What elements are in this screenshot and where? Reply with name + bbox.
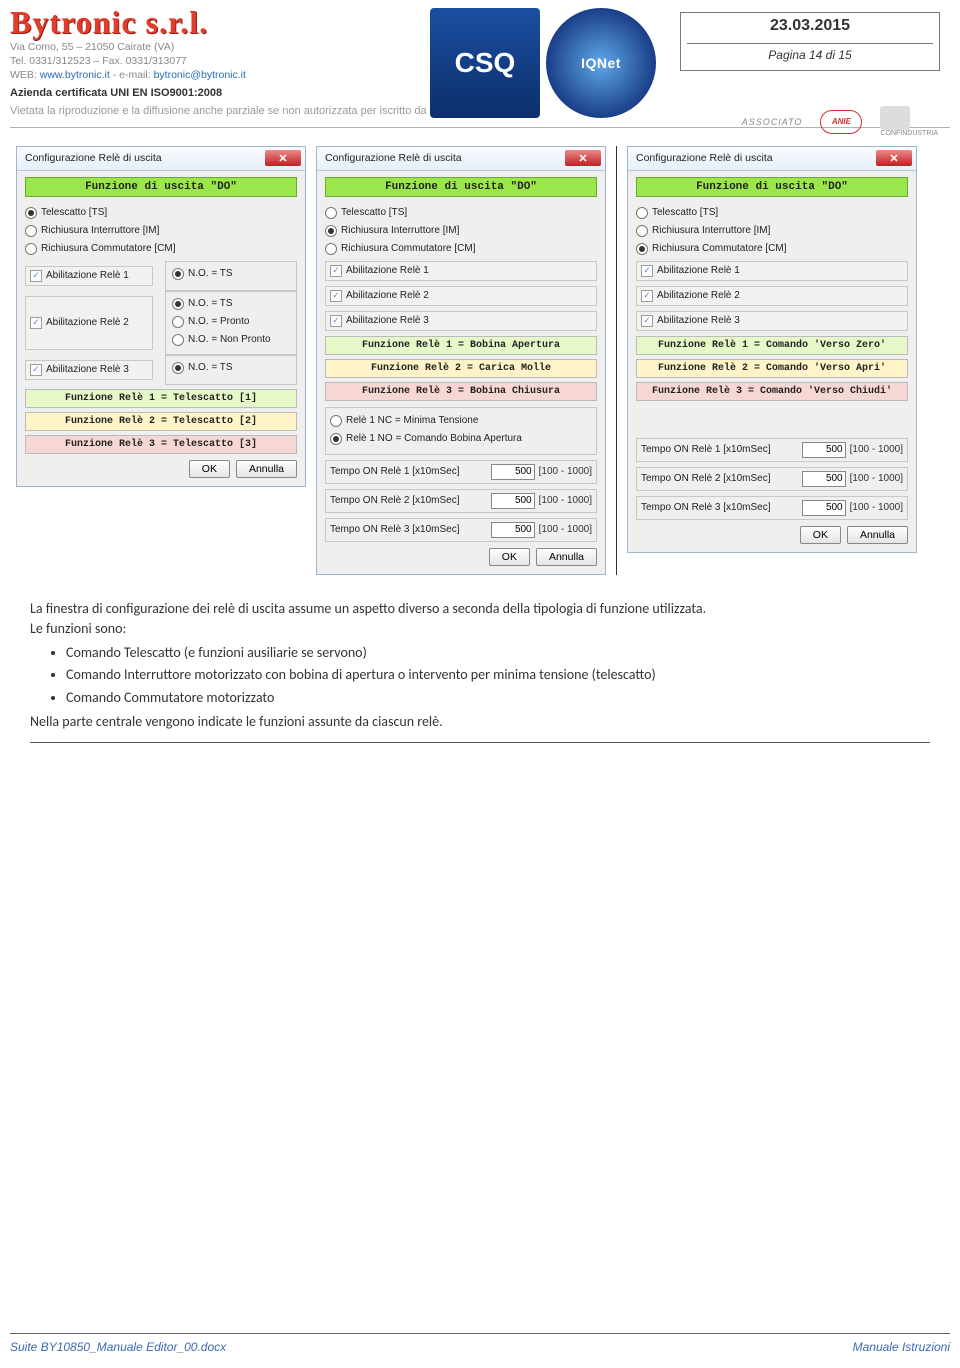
footer-left: Suite BY10850_Manuale Editor_00.docx: [10, 1340, 226, 1354]
paragraph-1: La finestra di configurazione dei relè d…: [30, 599, 930, 619]
no-group-3: N.O. = TS: [165, 355, 297, 385]
chk-abil-3[interactable]: Abilitazione Relè 3: [636, 311, 908, 331]
tempo-input-2[interactable]: [491, 493, 535, 509]
iqnet-badge-icon: IQNet: [546, 8, 656, 118]
tempo-input-3[interactable]: [491, 522, 535, 538]
vertical-separator: [616, 146, 617, 575]
close-icon[interactable]: ✕: [265, 150, 301, 166]
tempo-rele-1: Tempo ON Relè 1 [x10mSec] [100 - 1000]: [325, 460, 597, 484]
associato-label: ASSOCIATO: [742, 117, 803, 127]
cert-badges: CSQ IQNet: [430, 8, 656, 118]
rele1-mode: Relè 1 NC = Minima Tensione Relè 1 NO = …: [325, 407, 597, 455]
dialog-interruttore: Configurazione Relè di uscita ✕ Funzione…: [316, 146, 606, 575]
radio-richiusura-cm[interactable]: Richiusura Commutatore [CM]: [25, 243, 297, 255]
chk-abil-2[interactable]: Abilitazione Relè 2: [325, 286, 597, 306]
ok-button[interactable]: OK: [489, 548, 530, 566]
func-bar-1: Funzione Relè 1 = Comando 'Verso Zero': [636, 336, 908, 355]
page-footer: Suite BY10850_Manuale Editor_00.docx Man…: [10, 1333, 950, 1354]
confindustria-label: CONFINDUSTRIA: [880, 130, 938, 137]
chk-abil-2[interactable]: Abilitazione Relè 2: [636, 286, 908, 306]
cancel-button[interactable]: Annulla: [536, 548, 597, 566]
page-number: Pagina 14 di 15: [687, 43, 933, 62]
dialog-title: Configurazione Relè di uscita: [325, 152, 565, 164]
func-bar-1: Funzione Relè 1 = Bobina Apertura: [325, 336, 597, 355]
radio-richiusura-cm[interactable]: Richiusura Commutatore [CM]: [325, 243, 597, 255]
addr-line1: Via Como, 55 – 21050 Cairate (VA): [10, 41, 174, 53]
tempo-input-2[interactable]: [802, 471, 846, 487]
list-item: Comando Interruttore motorizzato con bob…: [66, 665, 930, 685]
section-title: Funzione di uscita "DO": [25, 177, 297, 197]
radio-telescatto[interactable]: Telescatto [TS]: [25, 207, 297, 219]
radio-rele1-no[interactable]: Relè 1 NO = Comando Bobina Apertura: [330, 433, 592, 445]
section-title: Funzione di uscita "DO": [325, 177, 597, 197]
tempo-rele-3: Tempo ON Relè 3 [x10mSec] [100 - 1000]: [636, 496, 908, 520]
dialog-commutatore: Configurazione Relè di uscita ✕ Funzione…: [627, 146, 917, 553]
func-bar-2: Funzione Relè 2 = Telescatto [2]: [25, 412, 297, 431]
document-date: 23.03.2015: [687, 17, 933, 35]
chk-abil-3[interactable]: Abilitazione Relè 3: [325, 311, 597, 331]
description-text: La finestra di configurazione dei relè d…: [30, 599, 930, 744]
list-item: Comando Telescatto (e funzioni ausiliari…: [66, 643, 930, 663]
tempo-input-1[interactable]: [802, 442, 846, 458]
section-title: Funzione di uscita "DO": [636, 177, 908, 197]
tempo-rele-2: Tempo ON Relè 2 [x10mSec] [100 - 1000]: [636, 467, 908, 491]
document-header: Bytronic s.r.l. Via Como, 55 – 21050 Cai…: [10, 6, 950, 119]
list-item: Comando Commutatore motorizzato: [66, 688, 930, 708]
radio-telescatto[interactable]: Telescatto [TS]: [636, 207, 908, 219]
email-link[interactable]: bytronic@bytronic.it: [154, 69, 246, 81]
date-panel: 23.03.2015 Pagina 14 di 15: [680, 12, 940, 71]
func-bar-2: Funzione Relè 2 = Carica Molle: [325, 359, 597, 378]
func-bar-3: Funzione Relè 3 = Bobina Chiusura: [325, 382, 597, 401]
ok-button[interactable]: OK: [800, 526, 841, 544]
radio-richiusura-im[interactable]: Richiusura Interruttore [IM]: [636, 225, 908, 237]
footer-right: Manuale Istruzioni: [853, 1340, 950, 1354]
tempo-input-3[interactable]: [802, 500, 846, 516]
close-icon[interactable]: ✕: [876, 150, 912, 166]
no-group-1: N.O. = TS: [165, 261, 297, 291]
paragraph-2: Le funzioni sono:: [30, 619, 930, 639]
addr-line2: Tel. 0331/312523 – Fax. 0331/313077: [10, 55, 187, 67]
ok-button[interactable]: OK: [189, 460, 230, 478]
cancel-button[interactable]: Annulla: [847, 526, 908, 544]
tempo-rele-3: Tempo ON Relè 3 [x10mSec] [100 - 1000]: [325, 518, 597, 542]
func-bar-1: Funzione Relè 1 = Telescatto [1]: [25, 389, 297, 408]
tempo-rele-2: Tempo ON Relè 2 [x10mSec] [100 - 1000]: [325, 489, 597, 513]
confindustria-icon: [880, 106, 910, 130]
dialog-title: Configurazione Relè di uscita: [25, 152, 265, 164]
close-icon[interactable]: ✕: [565, 150, 601, 166]
cancel-button[interactable]: Annulla: [236, 460, 297, 478]
tempo-input-1[interactable]: [491, 464, 535, 480]
radio-telescatto[interactable]: Telescatto [TS]: [325, 207, 597, 219]
text-separator: [30, 742, 930, 743]
chk-abil-2[interactable]: Abilitazione Relè 2: [25, 296, 153, 350]
radio-rele1-nc[interactable]: Relè 1 NC = Minima Tensione: [330, 415, 592, 427]
no-group-2: N.O. = TS N.O. = Pronto N.O. = Non Pront…: [165, 291, 297, 355]
web-link[interactable]: www.bytronic.it: [40, 69, 110, 81]
anie-badge-icon: ANIE: [820, 110, 862, 134]
radio-richiusura-cm[interactable]: Richiusura Commutatore [CM]: [636, 243, 908, 255]
chk-abil-1[interactable]: Abilitazione Relè 1: [25, 266, 153, 286]
web-prefix: WEB:: [10, 69, 40, 81]
radio-richiusura-im[interactable]: Richiusura Interruttore [IM]: [325, 225, 597, 237]
func-bar-2: Funzione Relè 2 = Comando 'Verso Apri': [636, 359, 908, 378]
dialog-screenshots-row: Configurazione Relè di uscita ✕ Funzione…: [10, 146, 950, 575]
radio-richiusura-im[interactable]: Richiusura Interruttore [IM]: [25, 225, 297, 237]
dialog-telescatto: Configurazione Relè di uscita ✕ Funzione…: [16, 146, 306, 487]
association-badges: ASSOCIATO ANIE CONFINDUSTRIA: [742, 106, 938, 137]
func-bar-3: Funzione Relè 3 = Telescatto [3]: [25, 435, 297, 454]
func-bar-3: Funzione Relè 3 = Comando 'Verso Chiudi': [636, 382, 908, 401]
chk-abil-1[interactable]: Abilitazione Relè 1: [325, 261, 597, 281]
dialog-title: Configurazione Relè di uscita: [636, 152, 876, 164]
paragraph-3: Nella parte centrale vengono indicate le…: [30, 712, 930, 732]
csq-badge-icon: CSQ: [430, 8, 540, 118]
chk-abil-1[interactable]: Abilitazione Relè 1: [636, 261, 908, 281]
function-list: Comando Telescatto (e funzioni ausiliari…: [66, 643, 930, 708]
email-sep: - e-mail:: [110, 69, 154, 81]
tempo-rele-1: Tempo ON Relè 1 [x10mSec] [100 - 1000]: [636, 438, 908, 462]
chk-abil-3[interactable]: Abilitazione Relè 3: [25, 360, 153, 380]
